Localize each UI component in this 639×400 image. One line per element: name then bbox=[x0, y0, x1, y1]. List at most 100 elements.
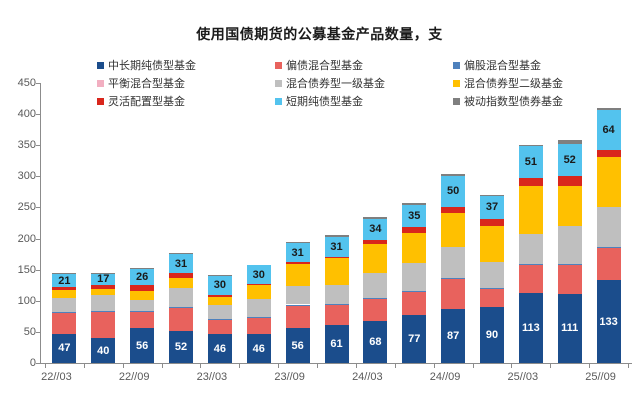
legend-swatch-icon bbox=[97, 61, 104, 69]
bar-segment bbox=[557, 264, 582, 265]
bar-segment bbox=[479, 218, 504, 227]
bar-segment bbox=[518, 178, 543, 186]
bar-segment bbox=[441, 277, 466, 279]
x-axis-tick-label: 25//03 bbox=[507, 371, 539, 383]
bar-segment bbox=[557, 176, 582, 186]
bar-segment bbox=[402, 263, 427, 291]
bar-segment bbox=[324, 285, 349, 304]
bar-segment bbox=[479, 287, 504, 289]
bar-segment bbox=[169, 288, 194, 307]
bar-segment: 47 bbox=[52, 333, 77, 363]
legend-swatch-icon bbox=[275, 61, 282, 69]
x-axis-tick bbox=[161, 364, 163, 368]
bar-segment: 31 bbox=[324, 237, 349, 257]
bar-segment bbox=[285, 304, 310, 306]
x-axis-tick-label: 22//03 bbox=[41, 371, 72, 383]
bar-segment bbox=[246, 316, 271, 318]
bar-segment bbox=[324, 258, 349, 286]
bar-segment bbox=[246, 298, 271, 317]
legend-swatch-icon bbox=[453, 61, 460, 69]
bar-value-label: 31 bbox=[291, 246, 304, 259]
x-axis-tick bbox=[355, 364, 357, 368]
legend-label: 混合债券型二级基金 bbox=[464, 78, 563, 90]
y-axis-tick-label: 300 bbox=[17, 170, 36, 183]
bar-segment bbox=[402, 290, 427, 292]
bar-segment bbox=[207, 305, 232, 319]
bar-segment: 51 bbox=[518, 146, 543, 179]
bar-segment: 40 bbox=[91, 338, 116, 363]
y-axis-tick bbox=[36, 269, 40, 271]
bar-segment bbox=[52, 289, 77, 298]
bar-segment bbox=[596, 157, 621, 207]
bar-segment bbox=[169, 253, 194, 255]
x-axis-tick bbox=[83, 364, 85, 368]
bar-segment bbox=[441, 206, 466, 214]
y-axis-tick bbox=[36, 114, 40, 116]
y-axis-tick bbox=[36, 83, 40, 84]
legend-item: 中长期纯债型基金 bbox=[97, 56, 275, 74]
x-axis-tick bbox=[394, 364, 396, 368]
x-axis-tick bbox=[278, 364, 280, 368]
bar-segment bbox=[402, 226, 427, 233]
bar-segment bbox=[207, 297, 232, 306]
bar-segment bbox=[52, 297, 77, 312]
bar-segment bbox=[557, 140, 582, 144]
bar-value-label: 47 bbox=[58, 342, 71, 355]
bar-segment bbox=[363, 273, 388, 299]
x-axis-tick bbox=[317, 364, 319, 368]
bar-segment: 133 bbox=[596, 280, 621, 363]
y-axis-tick bbox=[36, 300, 40, 302]
bar-segment bbox=[518, 144, 543, 147]
bar-segment bbox=[518, 264, 543, 265]
bar-value-label: 17 bbox=[97, 273, 110, 286]
bar-value-label: 56 bbox=[136, 339, 149, 352]
bar-segment bbox=[285, 262, 310, 265]
legend-label: 平衡混合型基金 bbox=[108, 78, 185, 90]
bar-segment: 26 bbox=[130, 268, 155, 285]
bar-value-label: 30 bbox=[213, 279, 227, 292]
chart-title: 使用国债期货的公募基金产品数量，支 bbox=[196, 26, 443, 42]
x-axis-tick bbox=[239, 364, 241, 368]
bar-segment bbox=[169, 278, 194, 289]
legend-label: 偏债混合型基金 bbox=[286, 60, 363, 72]
bar-value-label: 40 bbox=[97, 344, 110, 357]
bar-segment: 21 bbox=[52, 274, 77, 288]
x-axis-tick bbox=[628, 364, 629, 368]
legend-label: 灵活配置型基金 bbox=[108, 96, 185, 108]
bar-segment: 31 bbox=[169, 254, 194, 274]
legend-swatch-icon bbox=[453, 97, 460, 105]
y-axis-tick-label: 100 bbox=[17, 294, 36, 307]
legend-item: 被动指数型债券基金 bbox=[453, 92, 631, 110]
legend-item: 混合债券型一级基金 bbox=[275, 74, 453, 92]
bar-segment: 77 bbox=[402, 315, 427, 363]
bar-segment bbox=[285, 305, 310, 329]
x-axis-tick bbox=[511, 364, 513, 368]
bar-segment bbox=[52, 287, 77, 290]
bar-segment: 113 bbox=[518, 292, 543, 363]
legend-swatch-icon bbox=[97, 79, 104, 87]
bar-segment: 37 bbox=[479, 195, 504, 219]
bar-value-label: 21 bbox=[58, 274, 71, 287]
y-axis-tick bbox=[36, 145, 40, 147]
bar-segment: 31 bbox=[285, 242, 310, 263]
legend-swatch-icon bbox=[453, 79, 460, 87]
bar-segment bbox=[246, 317, 271, 335]
bar-value-label: 68 bbox=[369, 335, 382, 348]
bar-value-label: 52 bbox=[174, 340, 188, 353]
bar-segment bbox=[441, 173, 466, 176]
bar-value-label: 133 bbox=[599, 315, 618, 328]
bar-segment bbox=[596, 247, 621, 281]
legend-swatch-icon bbox=[275, 97, 282, 105]
bar-segment bbox=[52, 311, 77, 313]
bar-segment bbox=[557, 185, 582, 227]
bar-segment bbox=[596, 246, 621, 248]
bar-segment bbox=[91, 272, 116, 274]
bar-segment bbox=[246, 284, 271, 299]
y-axis-tick-label: 200 bbox=[17, 232, 36, 245]
bar-segment bbox=[130, 267, 155, 269]
bar-segment: 17 bbox=[91, 273, 116, 285]
y-axis-tick bbox=[36, 176, 40, 178]
legend-label: 中长期纯债型基金 bbox=[108, 60, 196, 72]
bar-segment bbox=[130, 299, 155, 311]
